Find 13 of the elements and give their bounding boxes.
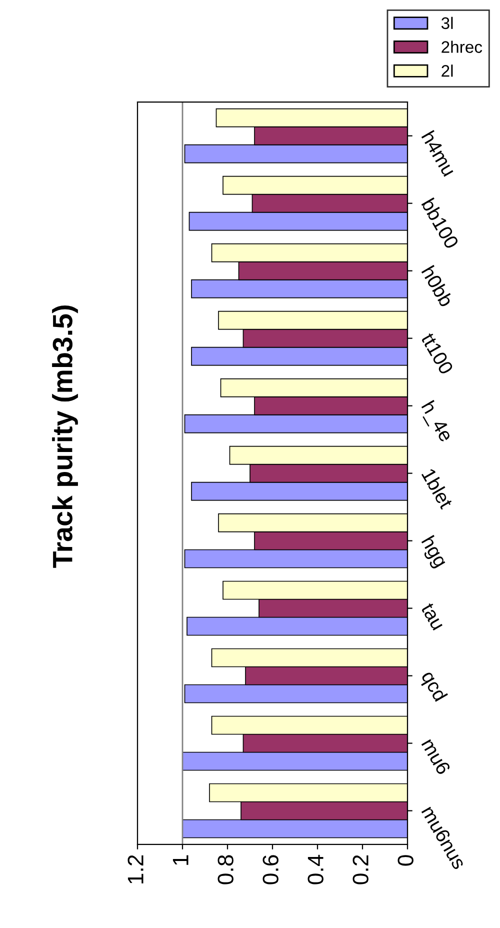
x-tick-label: 1 — [172, 855, 188, 865]
x-tick-label: 0.4 — [308, 854, 324, 884]
y-tick-label: tau — [420, 602, 444, 631]
x-tick-label: 1.2 — [128, 855, 144, 884]
y-tick-label: qcd — [418, 669, 448, 704]
legend-label: 2l — [442, 64, 453, 77]
text: Track purity (mb3.5) — [52, 306, 78, 568]
x-tick-label: 0.2 — [352, 855, 368, 884]
legend-label: 2hrec — [442, 40, 482, 53]
legend-label: 3l — [441, 16, 453, 30]
x-tick-label: 0.6 — [262, 855, 278, 884]
x-tick-label: 0 — [398, 855, 414, 866]
x-tick-label: 0.8 — [218, 855, 234, 884]
